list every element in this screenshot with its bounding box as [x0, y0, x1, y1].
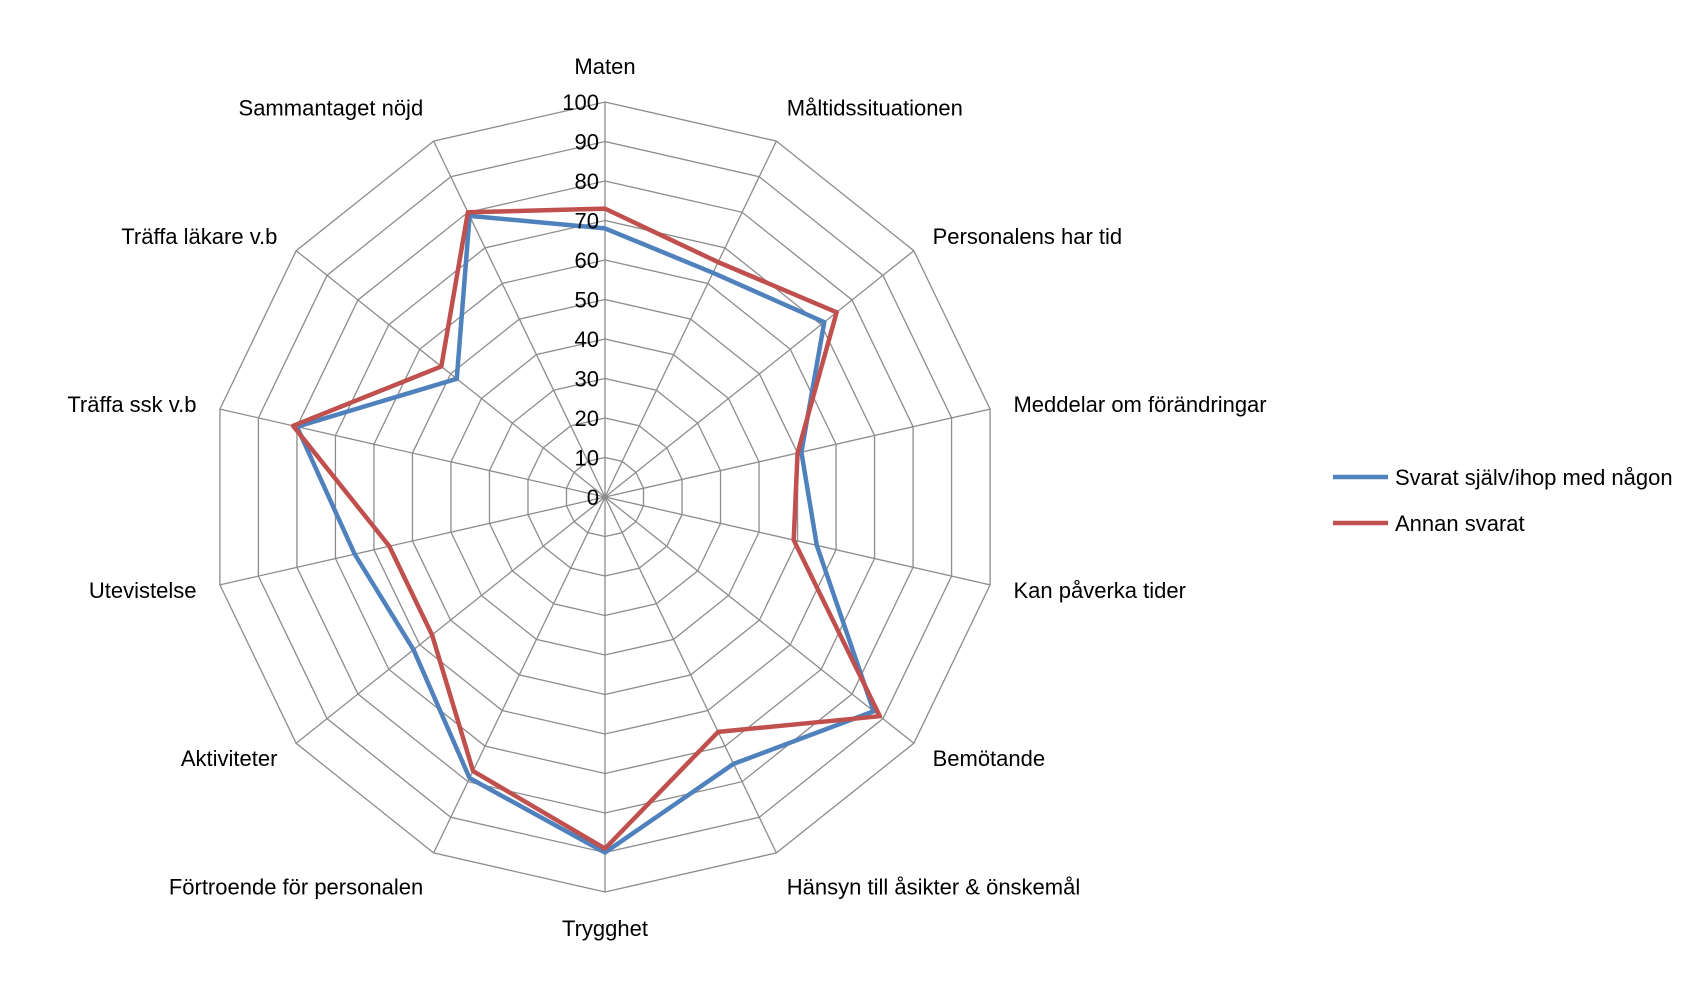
legend: Svarat själv/ihop med någon Annan svarat: [1333, 465, 1673, 536]
grid-spoke: [295, 496, 606, 744]
category-label: Maten: [574, 54, 635, 79]
tick-label: 0: [587, 485, 599, 510]
series-line-2: [290, 206, 883, 851]
tick-label: 70: [575, 209, 599, 234]
category-label: Kan påverka tider: [1013, 578, 1185, 603]
grid-spoke: [295, 250, 606, 498]
category-label: Hänsyn till åsikter & önskemål: [787, 875, 1080, 900]
tick-label: 10: [575, 446, 599, 471]
category-label: Utevistelse: [89, 578, 197, 603]
grid-spoke: [604, 140, 777, 498]
grid-spoke: [219, 408, 606, 498]
tick-label: 40: [575, 327, 599, 352]
tick-label: 20: [575, 406, 599, 431]
grid-spoke: [433, 496, 606, 854]
legend-label-2: Annan svarat: [1395, 511, 1525, 536]
tick-label: 30: [575, 367, 599, 392]
tick-label: 90: [575, 130, 599, 155]
category-label: Måltidssituationen: [787, 95, 963, 120]
radial-axis-ticks: 0 10 20 30 40 50 60 70 80 90 100: [562, 90, 599, 510]
category-label: Bemötande: [933, 746, 1046, 771]
radar-grid: [219, 101, 991, 893]
grid-spoke: [433, 140, 606, 498]
grid-spoke: [604, 496, 915, 744]
grid-spoke: [219, 496, 606, 586]
category-label: Träffa ssk v.b: [67, 392, 196, 417]
category-label: Aktiviteter: [181, 746, 278, 771]
category-label: Träffa läkare v.b: [121, 224, 277, 249]
category-label: Personalens har tid: [933, 224, 1123, 249]
tick-label: 80: [575, 169, 599, 194]
category-label: Meddelar om förändringar: [1013, 392, 1266, 417]
tick-label: 100: [562, 90, 599, 115]
grid-spoke: [604, 496, 991, 586]
category-label: Trygghet: [562, 916, 648, 941]
tick-label: 50: [575, 288, 599, 313]
grid-spoke: [604, 250, 915, 498]
category-label: Sammantaget nöjd: [239, 95, 424, 120]
grid-spoke: [604, 496, 777, 854]
radar-series: [290, 206, 883, 855]
tick-label: 60: [575, 248, 599, 273]
series-line-1: [294, 213, 876, 855]
category-label: Förtroende för personalen: [169, 875, 423, 900]
legend-label-1: Svarat själv/ihop med någon: [1395, 465, 1673, 490]
category-labels: Maten Måltidssituationen Personalens har t…: [67, 54, 1266, 941]
